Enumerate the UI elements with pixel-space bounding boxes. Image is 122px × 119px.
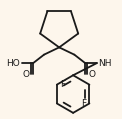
Text: O: O — [89, 69, 96, 79]
Text: F: F — [61, 80, 66, 89]
Text: NH: NH — [98, 59, 112, 68]
Text: F: F — [81, 99, 86, 108]
Text: HO: HO — [6, 59, 20, 68]
Text: O: O — [22, 69, 30, 79]
